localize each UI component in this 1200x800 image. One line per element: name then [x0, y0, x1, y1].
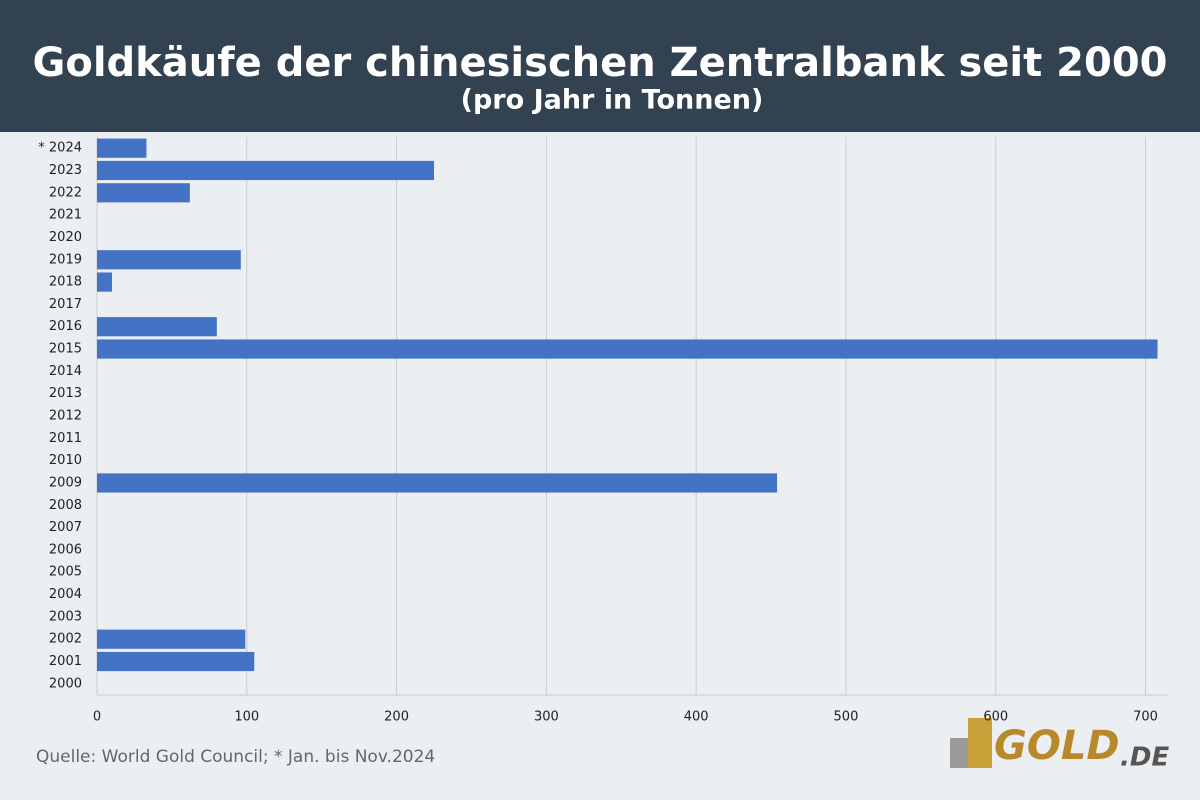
x-tick-label: 700	[1133, 710, 1158, 725]
y-tick-label: 2004	[49, 587, 82, 602]
logo-text: GOLD	[994, 723, 1120, 769]
logo-icon	[950, 738, 968, 768]
bar	[97, 651, 255, 672]
y-tick-label: 2018	[49, 275, 82, 290]
logo-suffix: .DE	[1120, 743, 1169, 773]
header	[0, 0, 1200, 132]
bar	[97, 160, 435, 181]
x-tick-label: 200	[384, 710, 409, 725]
bar	[97, 339, 1158, 359]
bar	[97, 183, 190, 203]
y-tick-label: 2001	[49, 654, 82, 669]
chart-title: Goldkäufe der chinesischen Zentralbank s…	[33, 40, 1168, 86]
x-tick-label: 0	[93, 710, 101, 725]
y-tick-label: 2015	[49, 342, 82, 357]
y-tick-label: 2011	[49, 431, 82, 446]
y-tick-label: 2021	[49, 208, 82, 223]
y-tick-label: 2010	[49, 453, 82, 468]
source-note: Quelle: World Gold Council; * Jan. bis N…	[36, 747, 435, 767]
x-tick-label: 400	[684, 710, 709, 725]
y-tick-label: 2007	[49, 520, 82, 535]
y-tick-label: 2009	[49, 475, 82, 490]
y-tick-label: 2012	[49, 409, 82, 424]
bar	[97, 250, 241, 270]
bar	[97, 473, 778, 493]
y-tick-label: 2003	[49, 609, 82, 624]
y-tick-label: 2016	[49, 319, 82, 334]
y-tick-label: 2023	[49, 163, 82, 178]
bar	[97, 317, 217, 337]
bar	[97, 272, 112, 292]
x-tick-label: 500	[834, 710, 859, 725]
bar	[97, 138, 147, 158]
y-tick-label: 2013	[49, 386, 82, 401]
y-tick-label: 2002	[49, 632, 82, 647]
y-tick-label: 2019	[49, 252, 82, 267]
y-tick-label: 2006	[49, 542, 82, 557]
x-tick-label: 100	[234, 710, 259, 725]
y-tick-label: 2000	[49, 676, 82, 691]
y-tick-label: * 2024	[38, 141, 82, 156]
x-tick-label: 600	[983, 710, 1008, 725]
y-tick-label: 2014	[49, 364, 82, 379]
y-tick-label: 2005	[49, 565, 82, 580]
bar	[97, 629, 246, 649]
y-tick-label: 2017	[49, 297, 82, 312]
logo: GOLD .DE	[950, 718, 1169, 773]
logo-icon	[968, 718, 992, 768]
y-tick-label: 2008	[49, 498, 82, 513]
y-tick-label: 2020	[49, 230, 82, 245]
chart-subtitle: (pro Jahr in Tonnen)	[461, 85, 764, 116]
x-tick-label: 300	[534, 710, 559, 725]
y-tick-label: 2022	[49, 185, 82, 200]
